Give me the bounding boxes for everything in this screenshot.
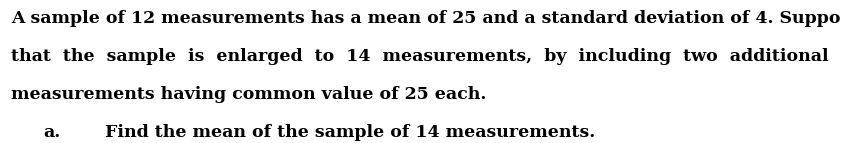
Text: measurements having common value of 25 each.: measurements having common value of 25 e… [11, 86, 486, 103]
Text: that  the  sample  is  enlarged  to  14  measurements,  by  including  two  addi: that the sample is enlarged to 14 measur… [11, 48, 828, 65]
Text: a.: a. [44, 124, 61, 141]
Text: A sample of 12 measurements has a mean of 25 and a standard deviation of 4. Supp: A sample of 12 measurements has a mean o… [11, 10, 841, 27]
Text: Find the mean of the sample of 14 measurements.: Find the mean of the sample of 14 measur… [105, 124, 595, 141]
